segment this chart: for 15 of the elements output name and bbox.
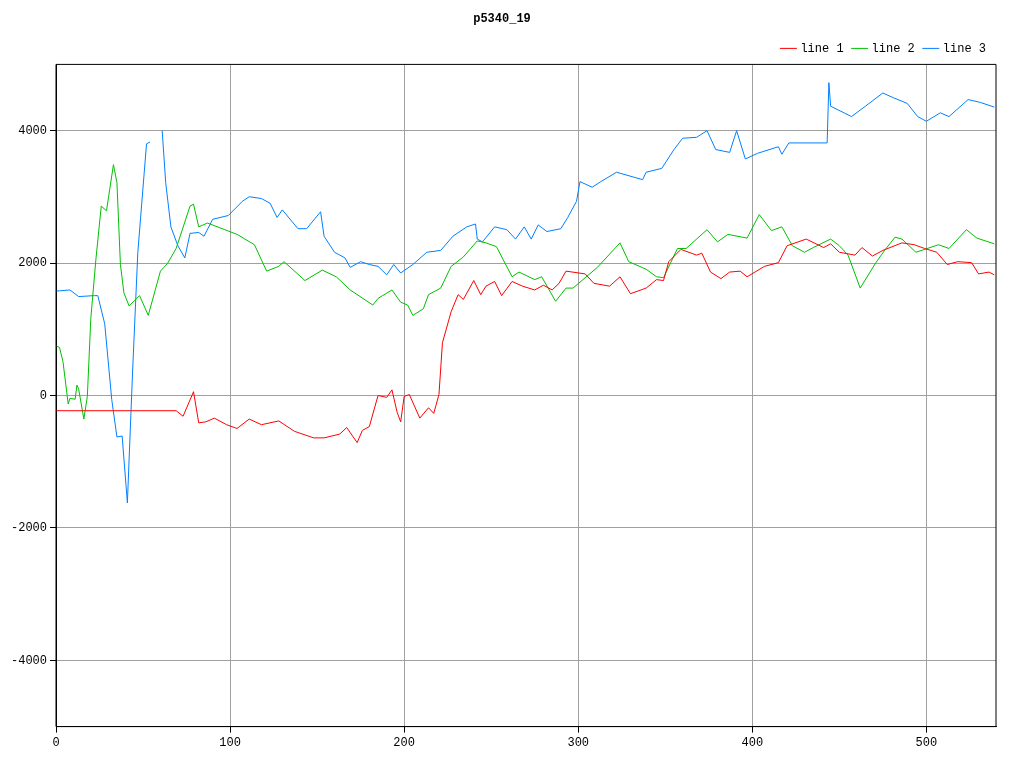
y-tick-label: 2000 <box>18 256 48 271</box>
x-tick-label: 100 <box>219 735 241 750</box>
legend-label: line 1 <box>800 41 844 56</box>
y-tick-label: 0 <box>39 388 48 403</box>
chart-title: p5340_19 <box>473 12 531 27</box>
x-tick-label: 300 <box>567 735 590 750</box>
x-tick-label: 500 <box>915 735 938 750</box>
legend-label: line 3 <box>942 41 987 56</box>
y-tick-label: 4000 <box>18 123 48 138</box>
y-tick-label: -2000 <box>10 521 48 536</box>
x-tick-label: 200 <box>393 735 415 750</box>
x-tick-label: 400 <box>741 735 764 750</box>
x-tick-label: 0 <box>52 735 60 750</box>
legend-label: line 2 <box>871 41 915 56</box>
y-tick-label: -4000 <box>10 653 48 668</box>
